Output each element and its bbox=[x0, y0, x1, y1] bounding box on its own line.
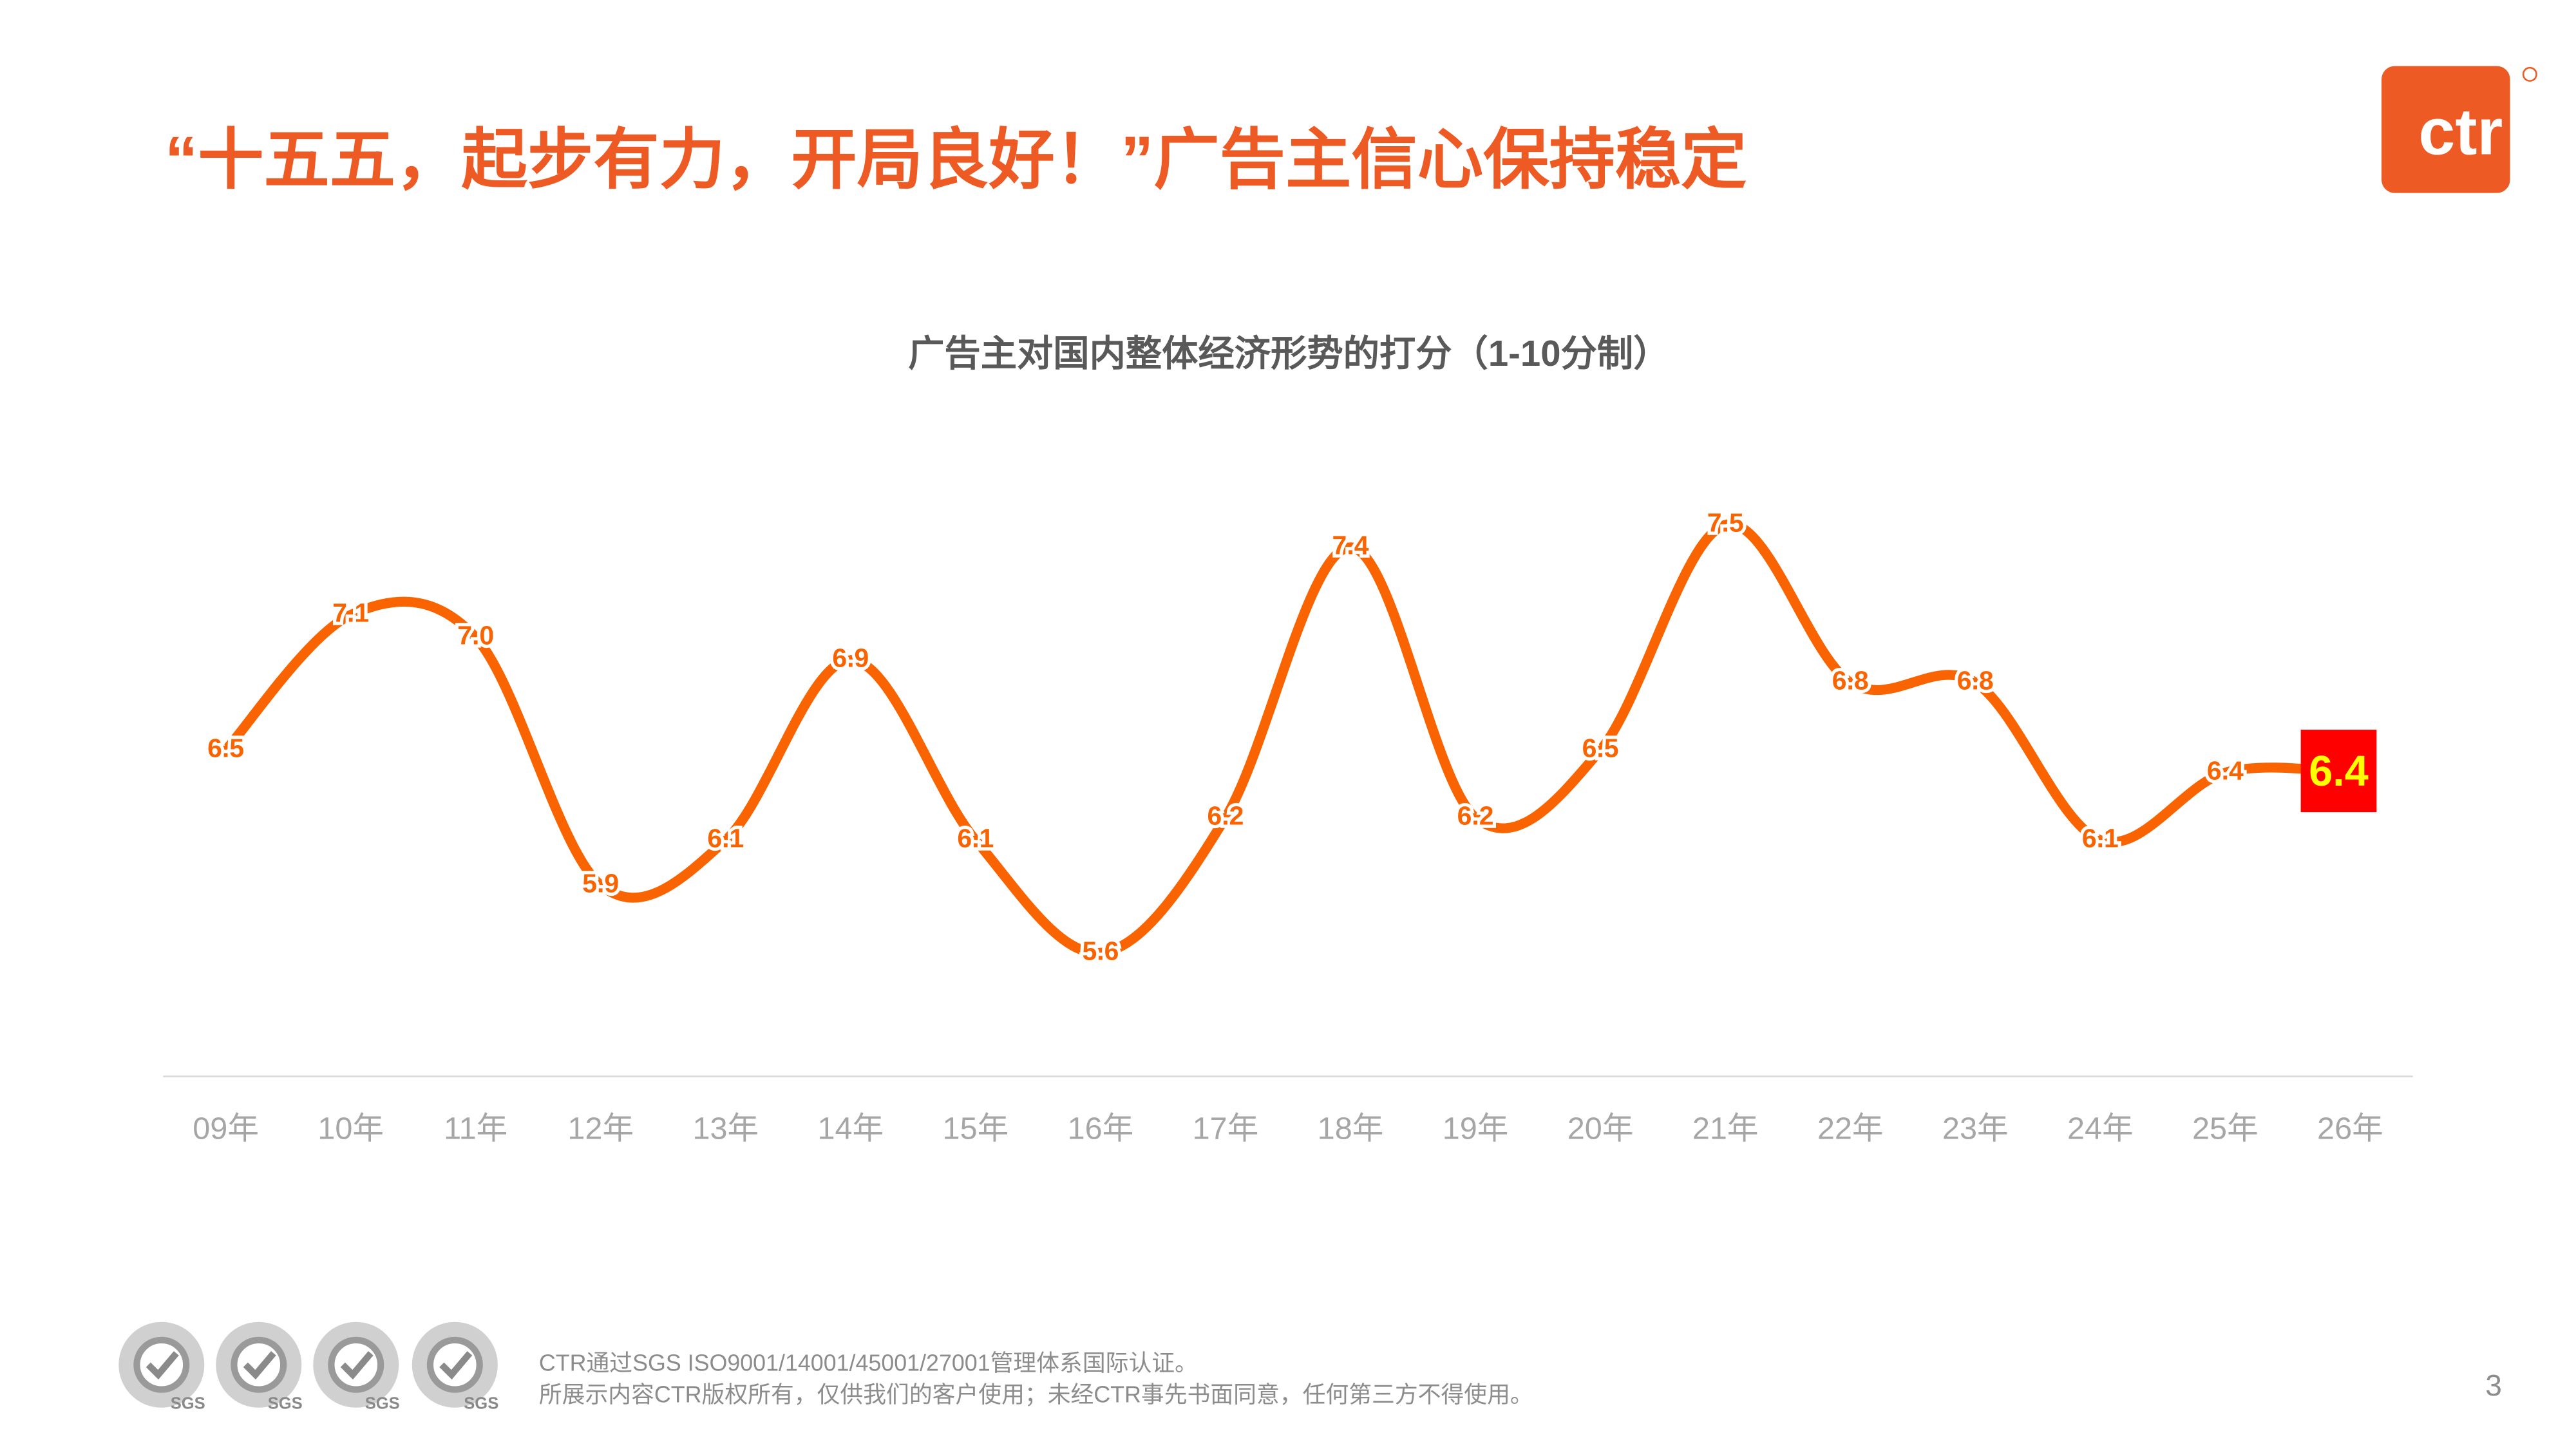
badge-inner bbox=[426, 1336, 483, 1393]
data-label: 6.2 bbox=[1208, 800, 1244, 830]
line bbox=[220, 519, 2356, 958]
badge-check bbox=[146, 1351, 179, 1380]
badge-check bbox=[439, 1351, 473, 1380]
x-tick-label: 13年 bbox=[692, 1112, 759, 1146]
badge-label: SGS bbox=[171, 1394, 205, 1412]
logo: ctr bbox=[2418, 95, 2503, 169]
data-label: 7.1 bbox=[332, 598, 369, 628]
data-label: 6.1 bbox=[2082, 823, 2119, 853]
data-label: 6.4 bbox=[2207, 755, 2244, 785]
data-label: 6.5 bbox=[1582, 733, 1619, 762]
data-label: 6.4 bbox=[2309, 748, 2368, 795]
data-label: 6.1 bbox=[957, 823, 994, 853]
data-label: 6.2 bbox=[1457, 800, 1494, 830]
plot: 09年 10年 11年 12年 13年 14年 15年 16年 17年 18年 19年 20年 21年 2… bbox=[193, 505, 2383, 1146]
x-tick-label: 11年 bbox=[444, 1112, 507, 1146]
x-tick-label: 21年 bbox=[1692, 1112, 1759, 1146]
logo-mark bbox=[2522, 66, 2537, 82]
data-label: 6.8 bbox=[1832, 666, 1869, 696]
badge-label: SGS bbox=[365, 1394, 400, 1412]
data-label: 6.5 bbox=[207, 733, 244, 762]
x-tick-label: 23年 bbox=[1942, 1112, 2009, 1146]
data-label: 5.9 bbox=[582, 868, 619, 898]
x-tick-label: 09年 bbox=[193, 1112, 259, 1146]
badge-check bbox=[340, 1351, 374, 1380]
x-tick-label: 15年 bbox=[943, 1112, 1009, 1146]
x-tick-label: 12年 bbox=[567, 1112, 634, 1146]
x-tick-label: 26年 bbox=[2317, 1112, 2383, 1146]
data-label: 7.5 bbox=[1707, 508, 1744, 538]
badge-check bbox=[243, 1351, 276, 1380]
slide-title: “十五五，起步有力，开局良好！”广告主信心保持稳定 bbox=[165, 122, 1747, 196]
x-tick-label: 10年 bbox=[317, 1112, 384, 1146]
badge-inner bbox=[328, 1336, 384, 1393]
x-tick-label: 14年 bbox=[817, 1112, 884, 1146]
x-tick-label: 25年 bbox=[2192, 1112, 2259, 1146]
x-tick-label: 19年 bbox=[1443, 1112, 1509, 1146]
chart-title: 广告主对国内整体经济形势的打分（1-10分制） bbox=[908, 333, 1669, 374]
data-label: 5.6 bbox=[1082, 936, 1119, 965]
data-label: 7.0 bbox=[457, 621, 494, 650]
x-tick-label: 17年 bbox=[1193, 1112, 1259, 1146]
data-label: 6.9 bbox=[832, 643, 869, 673]
x-tick-label: 18年 bbox=[1318, 1112, 1384, 1146]
x-tick-label: 16年 bbox=[1068, 1112, 1134, 1146]
footer-line: 所展示内容CTR版权所有，仅供我们的客户使用；未经CTR事先书面同意，任何第三方… bbox=[539, 1381, 1533, 1407]
data-label: 7.4 bbox=[1332, 531, 1369, 560]
x-tick-label: 20年 bbox=[1567, 1112, 1634, 1146]
logo-box bbox=[2382, 66, 2510, 193]
highlight-box bbox=[2300, 730, 2377, 813]
badges: SGS SGS SGS SGS bbox=[118, 1321, 498, 1412]
x-tick-label: 22年 bbox=[1817, 1112, 1884, 1146]
badge-label: SGS bbox=[268, 1394, 303, 1412]
x-tick-label: 24年 bbox=[2067, 1112, 2134, 1146]
badge-label: SGS bbox=[464, 1394, 498, 1412]
footer-line: CTR通过SGS ISO9001/14001/45001/27001管理体系国际… bbox=[539, 1350, 1198, 1376]
page-number: 3 bbox=[2485, 1368, 2502, 1402]
badge-inner bbox=[133, 1336, 190, 1393]
badge-inner bbox=[231, 1336, 287, 1393]
data-label: 6.1 bbox=[707, 823, 744, 853]
data-label: 6.8 bbox=[1957, 666, 1994, 696]
